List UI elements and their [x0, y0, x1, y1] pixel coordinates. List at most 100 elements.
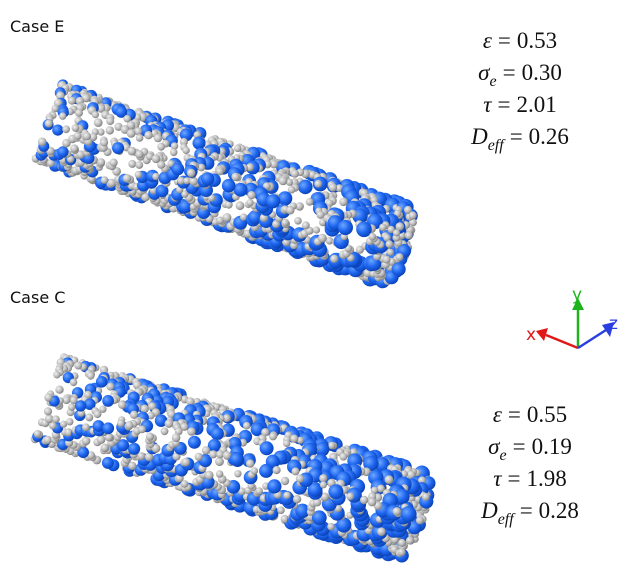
- particle: [393, 507, 402, 516]
- particle: [102, 422, 114, 434]
- particle: [144, 131, 152, 139]
- particle: [135, 171, 142, 178]
- particle: [234, 183, 248, 197]
- particle: [154, 134, 162, 142]
- particle: [100, 139, 108, 147]
- particle: [234, 145, 241, 152]
- particle: [106, 383, 114, 391]
- particle: [68, 97, 76, 105]
- relation: =: [498, 28, 511, 53]
- particle: [152, 155, 161, 164]
- axis-triad: y x z: [526, 285, 618, 348]
- value: 0.55: [527, 402, 567, 427]
- particle: [256, 487, 263, 494]
- particle: [202, 446, 210, 454]
- particle: [110, 159, 118, 167]
- particle: [123, 174, 132, 183]
- particle: [53, 371, 60, 378]
- subscript: e: [500, 447, 507, 464]
- particle-cylinder: [31, 353, 436, 562]
- particle: [387, 249, 394, 256]
- particle: [326, 237, 334, 245]
- particle: [138, 426, 146, 434]
- particle: [66, 418, 73, 425]
- symbol: τ: [493, 466, 502, 491]
- particle: [286, 206, 294, 214]
- particle: [118, 401, 126, 409]
- particle: [52, 125, 63, 136]
- particle: [193, 137, 206, 150]
- particle: [273, 466, 281, 474]
- equation: ε=0.55: [493, 402, 567, 427]
- particle: [291, 170, 299, 178]
- relation: =: [510, 124, 523, 149]
- particle: [339, 198, 348, 207]
- value: 0.19: [532, 434, 572, 459]
- particle: [44, 393, 52, 401]
- symbol: τ: [483, 92, 492, 117]
- particle: [68, 403, 75, 410]
- particle: [320, 481, 327, 488]
- particle: [247, 191, 255, 199]
- relation: =: [520, 498, 533, 523]
- particle: [330, 255, 338, 263]
- particle: [70, 144, 78, 152]
- particle: [216, 451, 224, 459]
- particle: [171, 163, 184, 176]
- particle: [55, 386, 63, 394]
- particle: [62, 125, 70, 133]
- particle: [135, 150, 143, 158]
- value: 0.26: [529, 124, 569, 149]
- equation: Deff=0.28: [480, 498, 579, 528]
- particle: [369, 233, 377, 241]
- particle: [398, 539, 406, 547]
- particle: [85, 413, 93, 421]
- particle: [294, 217, 302, 225]
- particle-cylinder: [32, 79, 418, 288]
- axis-label: y: [572, 285, 582, 305]
- subscript: e: [490, 73, 497, 90]
- particle: [92, 111, 99, 118]
- particle: [97, 435, 106, 444]
- particle: [392, 262, 406, 276]
- relation: =: [503, 60, 516, 85]
- particle: [195, 453, 203, 461]
- particle: [340, 453, 348, 461]
- axis-label: z: [609, 314, 618, 334]
- particle: [128, 443, 140, 455]
- particle: [59, 112, 66, 119]
- particle: [106, 126, 114, 134]
- particle: [246, 459, 254, 467]
- particle: [396, 253, 404, 261]
- equation: ε=0.53: [483, 28, 557, 53]
- particle: [302, 221, 310, 229]
- particle: [94, 410, 102, 418]
- particle: [146, 433, 154, 441]
- particle: [211, 427, 224, 440]
- particle: [102, 395, 114, 407]
- particle: [44, 436, 52, 444]
- symbol: ε: [493, 402, 503, 427]
- symbol: D: [470, 124, 488, 149]
- particle: [94, 118, 103, 127]
- particle: [377, 527, 386, 536]
- particle: [267, 479, 281, 493]
- particle: [161, 427, 169, 435]
- particle: [409, 211, 417, 219]
- particle: [401, 506, 417, 522]
- symbol: ε: [483, 28, 493, 53]
- particle: [266, 194, 280, 208]
- particle: [44, 407, 52, 415]
- particle: [102, 457, 114, 469]
- particle: [75, 109, 83, 117]
- particle: [216, 470, 224, 478]
- particle: [127, 129, 136, 138]
- particle: [57, 146, 68, 157]
- particle: [75, 400, 86, 411]
- particle: [236, 201, 245, 210]
- particle: [101, 176, 109, 184]
- particle: [87, 372, 95, 380]
- particle: [346, 493, 354, 501]
- particle: [182, 458, 190, 466]
- particle: [34, 430, 42, 438]
